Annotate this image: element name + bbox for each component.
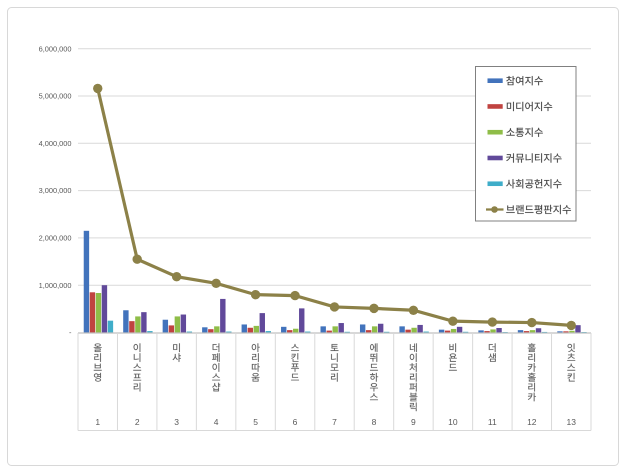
svg-text:1: 1 xyxy=(95,417,100,427)
svg-text:2: 2 xyxy=(135,417,140,427)
svg-text:13: 13 xyxy=(567,417,577,427)
svg-text:12: 12 xyxy=(527,417,537,427)
svg-text:5,000,000: 5,000,000 xyxy=(39,92,72,101)
svg-text:1,000,000: 1,000,000 xyxy=(39,281,72,290)
svg-text:9: 9 xyxy=(411,417,416,427)
svg-text:6: 6 xyxy=(293,417,298,427)
svg-text:2,000,000: 2,000,000 xyxy=(39,234,72,243)
svg-text:4,000,000: 4,000,000 xyxy=(39,139,72,148)
svg-text:5: 5 xyxy=(253,417,258,427)
svg-text:3,000,000: 3,000,000 xyxy=(39,186,72,195)
svg-text:8: 8 xyxy=(372,417,377,427)
svg-text:4: 4 xyxy=(214,417,219,427)
svg-text:-: - xyxy=(69,328,72,337)
svg-text:3: 3 xyxy=(174,417,179,427)
svg-text:7: 7 xyxy=(332,417,337,427)
svg-text:11: 11 xyxy=(488,417,497,427)
svg-text:10: 10 xyxy=(448,417,458,427)
svg-text:6,000,000: 6,000,000 xyxy=(39,44,72,53)
